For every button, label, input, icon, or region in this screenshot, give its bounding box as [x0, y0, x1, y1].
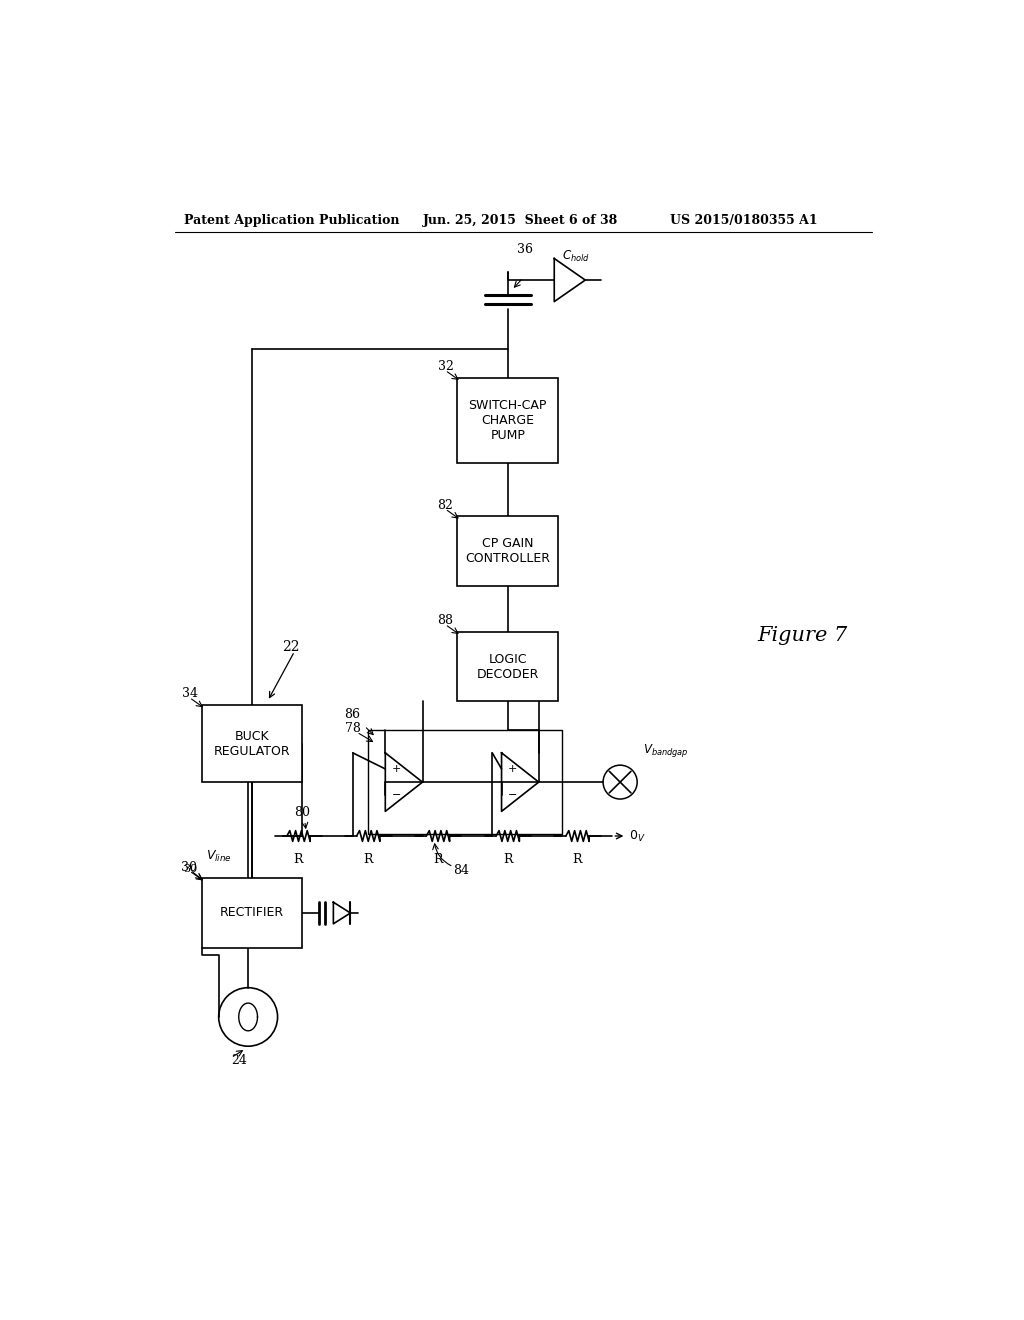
Text: SWITCH-CAP
CHARGE
PUMP: SWITCH-CAP CHARGE PUMP	[469, 399, 547, 442]
Text: $V_{line}$: $V_{line}$	[206, 849, 231, 865]
Text: 32: 32	[437, 360, 454, 374]
Bar	[458, 516, 558, 586]
Text: $V_{bandgap}$: $V_{bandgap}$	[643, 742, 689, 759]
Text: 22: 22	[282, 640, 299, 655]
Text: R: R	[433, 853, 442, 866]
Text: 36: 36	[517, 243, 534, 256]
Text: +: +	[391, 764, 400, 774]
Bar	[202, 878, 302, 948]
Text: $C_{hold}$: $C_{hold}$	[562, 248, 590, 264]
Text: 78: 78	[345, 722, 360, 735]
Text: 34: 34	[181, 688, 198, 701]
Text: R: R	[294, 853, 303, 866]
Text: +: +	[508, 764, 517, 774]
Text: R: R	[364, 853, 373, 866]
Text: R: R	[572, 853, 583, 866]
Text: $0_V$: $0_V$	[630, 829, 646, 843]
Text: Patent Application Publication: Patent Application Publication	[183, 214, 399, 227]
Text: 82: 82	[437, 499, 454, 512]
Text: 80: 80	[294, 807, 310, 818]
Text: 30: 30	[181, 861, 197, 874]
Text: LOGIC
DECODER: LOGIC DECODER	[476, 652, 539, 681]
Bar	[202, 705, 302, 781]
Text: 30: 30	[182, 865, 197, 874]
Text: BUCK
REGULATOR: BUCK REGULATOR	[214, 730, 291, 758]
Text: 86: 86	[344, 708, 360, 721]
Text: RECTIFIER: RECTIFIER	[220, 907, 284, 920]
Bar	[369, 730, 562, 834]
Bar	[458, 632, 558, 701]
Text: CP GAIN
CONTROLLER: CP GAIN CONTROLLER	[465, 537, 550, 565]
Text: 88: 88	[437, 614, 454, 627]
Text: R: R	[503, 853, 512, 866]
Text: 84: 84	[454, 865, 469, 878]
Text: Jun. 25, 2015  Sheet 6 of 38: Jun. 25, 2015 Sheet 6 of 38	[423, 214, 617, 227]
Text: −: −	[508, 791, 517, 800]
Text: 24: 24	[230, 1053, 247, 1067]
Bar	[458, 378, 558, 462]
Text: −: −	[391, 791, 400, 800]
Text: Figure 7: Figure 7	[757, 626, 848, 645]
Text: US 2015/0180355 A1: US 2015/0180355 A1	[671, 214, 818, 227]
